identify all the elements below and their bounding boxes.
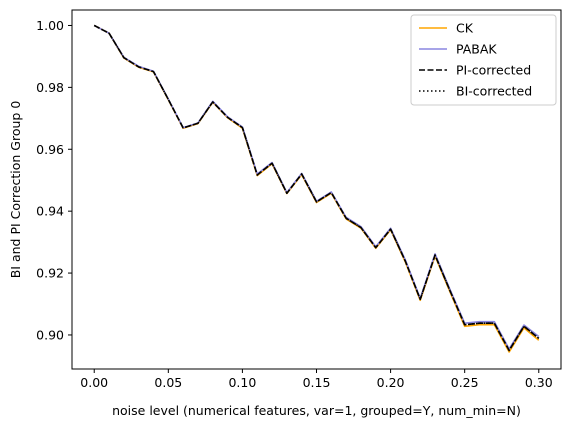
legend-label: BI-corrected — [456, 84, 532, 99]
legend-label: CK — [456, 21, 474, 36]
y-tick-label: 0.98 — [36, 80, 64, 95]
y-axis-ticks: 0.90 0.92 0.94 0.96 0.98 1.00 — [36, 18, 72, 342]
legend-label: PABAK — [456, 42, 497, 57]
series-line-bi-corrected — [93, 24, 540, 352]
y-tick-label: 0.92 — [36, 266, 64, 281]
x-tick-label: 0.10 — [228, 375, 256, 390]
y-axis-label: BI and PI Correction Group 0 — [8, 101, 23, 279]
y-tick-label: 0.90 — [36, 327, 64, 342]
legend: CK PABAK PI-corrected BI-corrected — [410, 14, 557, 106]
x-tick-label: 0.25 — [451, 375, 479, 390]
y-tick-label: 0.96 — [36, 142, 64, 157]
x-tick-label: 0.05 — [154, 375, 182, 390]
y-tick-label: 0.94 — [36, 204, 64, 219]
legend-box — [410, 14, 557, 106]
x-tick-label: 0.30 — [525, 375, 553, 390]
series-layer — [93, 24, 540, 353]
x-tick-label: 0.00 — [80, 375, 108, 390]
x-axis-ticks: 0.00 0.05 0.10 0.15 0.20 0.25 0.30 — [80, 369, 553, 390]
y-tick-label: 1.00 — [36, 18, 64, 33]
x-axis-label: noise level (numerical features, var=1, … — [112, 403, 521, 418]
legend-label: PI-corrected — [456, 63, 531, 78]
x-tick-label: 0.15 — [303, 375, 331, 390]
x-tick-label: 0.20 — [377, 375, 405, 390]
